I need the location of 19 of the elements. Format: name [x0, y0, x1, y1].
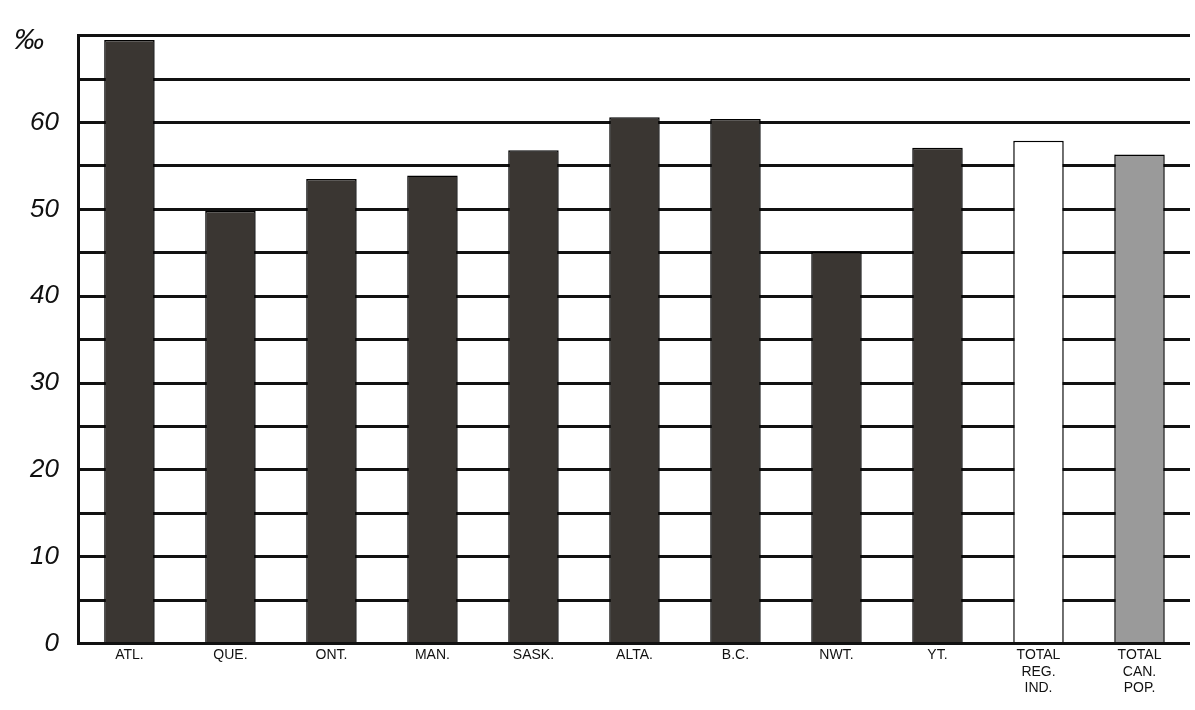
y-tick-label: 0: [44, 626, 60, 657]
x-tick-label: ONT.: [315, 645, 348, 662]
y-tick-label: 60: [30, 105, 60, 136]
x-tick-label: SASK.: [512, 645, 555, 662]
x-tick-label: TOTAL CAN. POP.: [1117, 645, 1162, 696]
x-tick-label: MAN.: [414, 645, 450, 662]
y-tick-label: 40: [30, 279, 60, 310]
x-tick-label: QUE.: [213, 645, 248, 662]
y-tick-label: 10: [30, 539, 60, 570]
x-tick-label: ATL.: [115, 645, 144, 662]
y-tick-label: 20: [29, 453, 60, 484]
x-tick-label: TOTAL REG. IND.: [1016, 645, 1061, 696]
x-tick-label: YT.: [927, 645, 948, 662]
y-tick-label: 30: [30, 366, 60, 397]
x-tick-label: B.C.: [721, 645, 750, 662]
x-tick-label: NWT.: [819, 645, 854, 662]
y-tick-label: 50: [30, 192, 60, 223]
y-axis-title: ‰: [14, 22, 44, 56]
x-tick-label: ALTA.: [616, 645, 653, 662]
